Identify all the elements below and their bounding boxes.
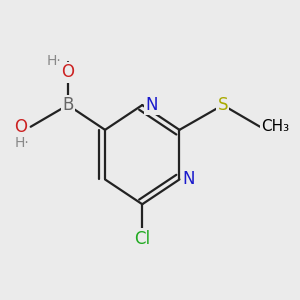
Text: B: B	[62, 96, 74, 114]
Text: H·: H·	[47, 54, 62, 68]
Text: O: O	[61, 63, 74, 81]
Text: N: N	[146, 96, 158, 114]
Text: S: S	[218, 96, 228, 114]
Text: N: N	[182, 170, 195, 188]
Text: H·: H·	[14, 136, 29, 150]
Text: Cl: Cl	[134, 230, 150, 247]
Text: O: O	[15, 118, 28, 136]
Text: CH₃: CH₃	[262, 119, 290, 134]
